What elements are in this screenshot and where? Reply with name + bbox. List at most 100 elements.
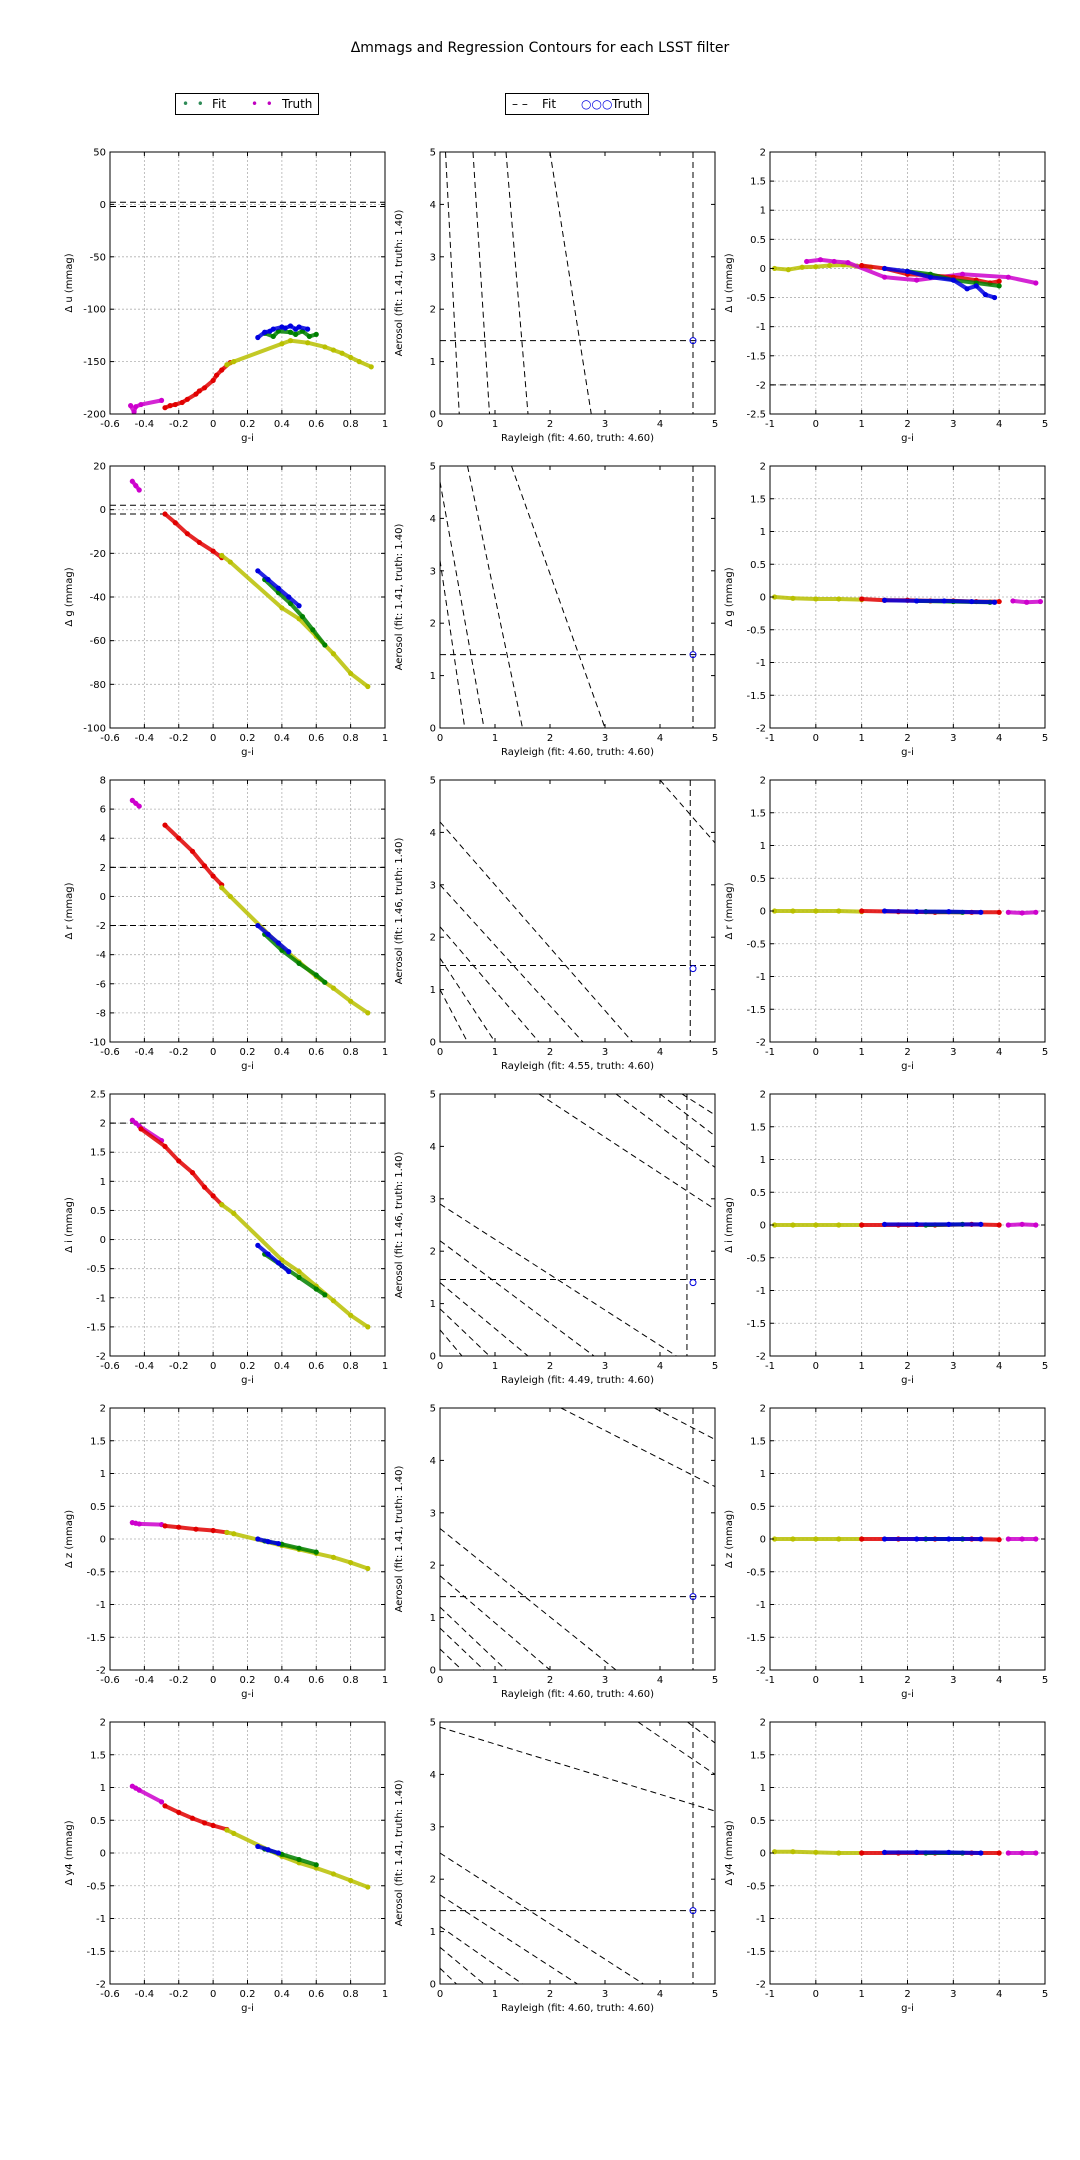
x-axis-label: g-i — [901, 433, 914, 444]
x-tick-label: 4 — [657, 1675, 663, 1686]
contour-line — [637, 1722, 715, 1775]
x-tick-label: 0.6 — [308, 1989, 324, 2000]
y-tick-label: 0 — [100, 1235, 106, 1246]
y-tick-label: 0 — [100, 1535, 106, 1546]
contour-line — [440, 821, 633, 1042]
data-band-magenta — [130, 1118, 164, 1143]
data-band-magenta — [1006, 910, 1038, 915]
contour-line — [440, 1648, 463, 1670]
y-tick-label: 0 — [100, 200, 106, 211]
contour-line — [687, 1722, 715, 1744]
y-tick-label: 1 — [430, 985, 436, 996]
y-tick-label: 0.5 — [750, 235, 766, 246]
chart-i-scatter-0: -0.6 -0.4 -0.2 0 0.2 0.4 0.6 0.8 1 -2 -1.5 -1 -0.5 0 0… — [64, 1090, 388, 1387]
x-tick-label: 0 — [437, 733, 443, 744]
x-axis-label: Rayleigh (fit: 4.60, truth: 4.60) — [501, 747, 654, 758]
x-tick-label: 2 — [904, 1047, 910, 1058]
x-axis-label: g-i — [241, 1375, 254, 1386]
y-tick-label: 4 — [430, 1770, 436, 1781]
y-tick-label: 5 — [430, 776, 436, 787]
data-band-magenta — [130, 1520, 164, 1527]
x-tick-label: -0.2 — [169, 419, 189, 430]
x-tick-label: 0.2 — [240, 1989, 256, 2000]
y-tick-label: 1 — [430, 357, 436, 368]
y-tick-label: 0 — [430, 1038, 436, 1049]
y-tick-label: -2.5 — [746, 410, 766, 421]
legend-truth-marker: • • — [251, 97, 273, 111]
contour-line — [440, 1925, 523, 1984]
chart-z-scatter-2: -1 0 1 2 3 4 5 -2 -1.5 -1 -0.5 0 0.5 1 1.5 2 g-i Δ z (mma… — [724, 1404, 1048, 1701]
data-band-yellow — [772, 595, 864, 602]
data-band-red — [163, 1523, 229, 1535]
y-tick-label: 4 — [430, 514, 436, 525]
contour-line — [440, 481, 485, 728]
y-tick-label: -60 — [90, 636, 106, 647]
data-band-magenta — [1010, 598, 1043, 605]
y-tick-label: 2 — [760, 148, 766, 159]
y-tick-label: 5 — [430, 462, 436, 473]
x-tick-label: 0 — [210, 1675, 216, 1686]
chart-r-scatter-0: -0.6 -0.4 -0.2 0 0.2 0.4 0.6 0.8 1 -10 -8 -6 -4 -2 0 2 4… — [64, 776, 388, 1073]
contour-line — [440, 1627, 485, 1670]
contour-line — [440, 926, 540, 1042]
x-tick-label: 3 — [950, 1675, 956, 1686]
y-tick-label: -1 — [756, 1286, 766, 1297]
truth-point — [689, 965, 697, 973]
x-tick-label: 1 — [382, 1675, 388, 1686]
x-tick-label: 1 — [858, 1675, 864, 1686]
plot-area — [771, 1536, 1039, 1543]
x-tick-label: -1 — [765, 1361, 775, 1372]
x-tick-label: 0.2 — [240, 1047, 256, 1058]
x-tick-label: 5 — [712, 1047, 718, 1058]
x-tick-label: -1 — [765, 1675, 775, 1686]
y-tick-label: -1.5 — [746, 1005, 766, 1016]
x-tick-label: 1 — [492, 1989, 498, 2000]
x-tick-label: -1 — [765, 1989, 775, 2000]
legend-contour-truth-label: Truth — [612, 97, 643, 111]
chart-u-scatter-0: -0.6 -0.4 -0.2 0 0.2 0.4 0.6 0.8 1 -200 -150 -100 -5… — [64, 148, 388, 445]
x-tick-label: 2 — [904, 1675, 910, 1686]
y-axis-label: Δ i (mmag) — [724, 1197, 735, 1253]
y-tick-label: 3 — [430, 1194, 436, 1205]
x-tick-label: 4 — [657, 1989, 663, 2000]
x-tick-label: -0.4 — [135, 1675, 155, 1686]
x-tick-label: 0.6 — [308, 1361, 324, 1372]
data-band-blue — [255, 1537, 281, 1546]
x-tick-label: 0.2 — [240, 1361, 256, 1372]
x-tick-label: -0.2 — [169, 1361, 189, 1372]
y-tick-label: 1 — [760, 1783, 766, 1794]
y-tick-label: 0 — [100, 1849, 106, 1860]
x-tick-label: 4 — [996, 1047, 1002, 1058]
x-axis-label: g-i — [241, 2003, 254, 2014]
contour-line — [511, 466, 606, 728]
legend-contour-fit-marker: – – — [512, 97, 528, 111]
x-tick-label: 0.4 — [274, 733, 290, 744]
contour-line — [615, 1094, 715, 1168]
x-axis-label: Rayleigh (fit: 4.55, truth: 4.60) — [501, 1061, 654, 1072]
y-tick-label: 0.5 — [750, 1816, 766, 1827]
data-band-blue — [882, 598, 997, 605]
x-tick-label: 1 — [858, 733, 864, 744]
y-tick-label: -8 — [96, 1008, 106, 1019]
contour-line — [659, 780, 715, 844]
y-tick-label: -100 — [83, 724, 106, 735]
chart-y4-scatter-0: -0.6 -0.4 -0.2 0 0.2 0.4 0.6 0.8 1 -2 -1.5 -1 -0.5 0 0… — [64, 1718, 388, 2015]
x-tick-label: 5 — [712, 1361, 718, 1372]
y-tick-label: -1 — [756, 972, 766, 983]
contour-line — [440, 1606, 507, 1670]
x-tick-label: -0.6 — [100, 1989, 120, 2000]
y-tick-label: -2 — [96, 1666, 106, 1677]
data-band-magenta — [128, 398, 164, 414]
x-tick-label: 5 — [712, 419, 718, 430]
x-tick-label: -0.6 — [100, 419, 120, 430]
x-tick-label: 2 — [904, 1361, 910, 1372]
x-tick-label: 2 — [547, 733, 553, 744]
x-tick-label: 3 — [602, 1989, 608, 2000]
y-tick-label: 2 — [430, 305, 436, 316]
legend-contour-fit-label: Fit — [542, 97, 557, 111]
y-tick-label: 3 — [430, 1508, 436, 1519]
y-tick-label: -0.5 — [86, 1567, 106, 1578]
y-axis-label: Δ u (mmag) — [64, 253, 75, 312]
x-axis-label: g-i — [901, 747, 914, 758]
x-tick-label: 4 — [657, 733, 663, 744]
